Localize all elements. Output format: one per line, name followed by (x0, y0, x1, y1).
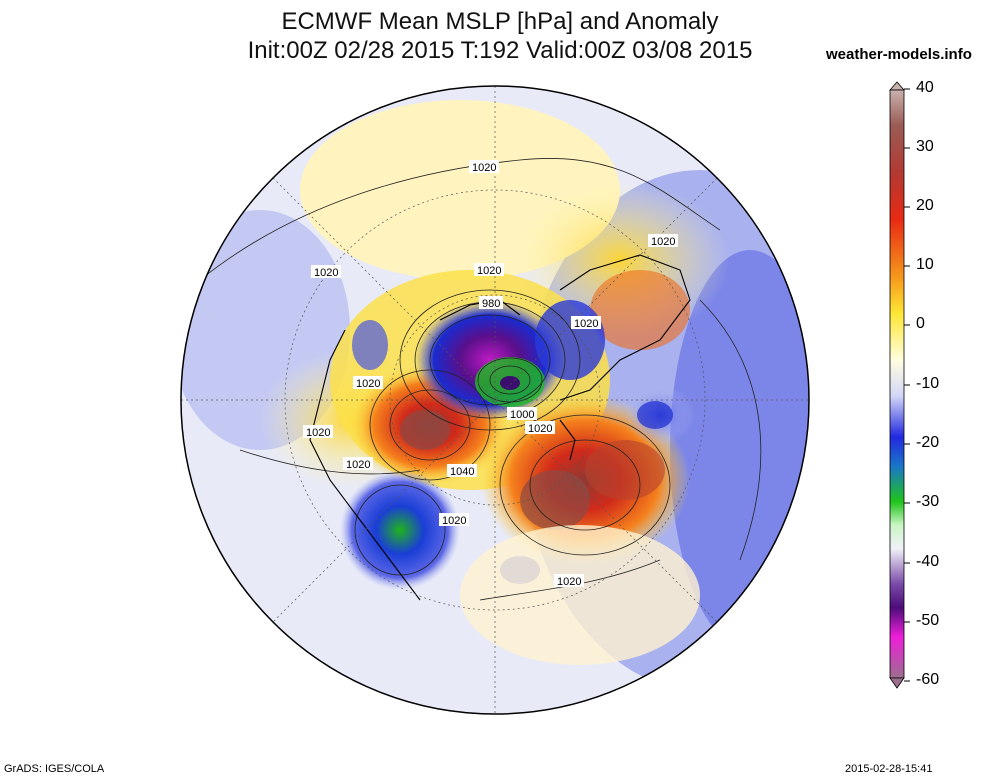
svg-text:1020: 1020 (557, 576, 581, 588)
contour-label: 1000 (507, 407, 537, 421)
svg-text:1020: 1020 (314, 267, 338, 279)
colorbar-tick-label: -50 (916, 612, 940, 629)
contour-label: 980 (479, 296, 503, 310)
contour-label: 1020 (469, 160, 499, 174)
contour-label: 1040 (447, 464, 477, 478)
colorbar-tick-label: -20 (916, 434, 940, 451)
colorbar (889, 81, 910, 689)
svg-text:1040: 1040 (450, 466, 474, 478)
contour-label: 1020 (439, 513, 469, 527)
svg-text:1020: 1020 (528, 423, 552, 435)
footer-credit: GrADS: IGES/COLA (4, 763, 105, 775)
contour-label: 1020 (311, 265, 341, 279)
colorbar-tick-label: 0 (916, 315, 925, 332)
contour-label: 1020 (343, 457, 373, 471)
chart-subtitle: Init:00Z 02/28 2015 T:192 Valid:00Z 03/0… (247, 37, 753, 64)
coastlines (309, 254, 691, 601)
map-border (180, 85, 810, 715)
graticule (181, 86, 809, 714)
site-credit: weather-models.info (826, 46, 972, 63)
svg-text:980: 980 (482, 298, 500, 310)
contour-labels: 1020 1020 1020 1020 1020 1020 1020 1020 … (303, 160, 678, 588)
svg-text:1020: 1020 (306, 427, 330, 439)
contour-label: 1020 (525, 421, 555, 435)
svg-text:1020: 1020 (651, 236, 675, 248)
isobars (199, 158, 762, 601)
svg-text:1020: 1020 (442, 515, 466, 527)
contour-label: 1020 (303, 425, 333, 439)
contour-label: 1020 (554, 574, 584, 588)
svg-text:1020: 1020 (477, 265, 501, 277)
colorbar-tick-label: -40 (916, 553, 940, 570)
svg-text:1020: 1020 (472, 162, 496, 174)
colorbar-tick-label: 40 (916, 79, 934, 96)
contour-label: 1020 (648, 234, 678, 248)
chart-title: ECMWF Mean MSLP [hPa] and Anomaly (281, 8, 719, 35)
svg-text:1020: 1020 (346, 459, 370, 471)
svg-text:1000: 1000 (510, 409, 534, 421)
contour-label: 1020 (353, 376, 383, 390)
colorbar-tick-label: -10 (916, 375, 940, 392)
contour-label: 1020 (571, 316, 601, 330)
colorbar-tick-label: -30 (916, 493, 940, 510)
colorbar-tick-label: -60 (916, 671, 940, 688)
colorbar-tick-label: 10 (916, 256, 934, 273)
footer-timestamp: 2015-02-28-15:41 (845, 763, 933, 775)
svg-text:1020: 1020 (574, 318, 598, 330)
colorbar-tick-label: 30 (916, 138, 934, 155)
svg-text:1020: 1020 (356, 378, 380, 390)
contour-label: 1020 (474, 263, 504, 277)
colorbar-tick-label: 20 (916, 197, 934, 214)
